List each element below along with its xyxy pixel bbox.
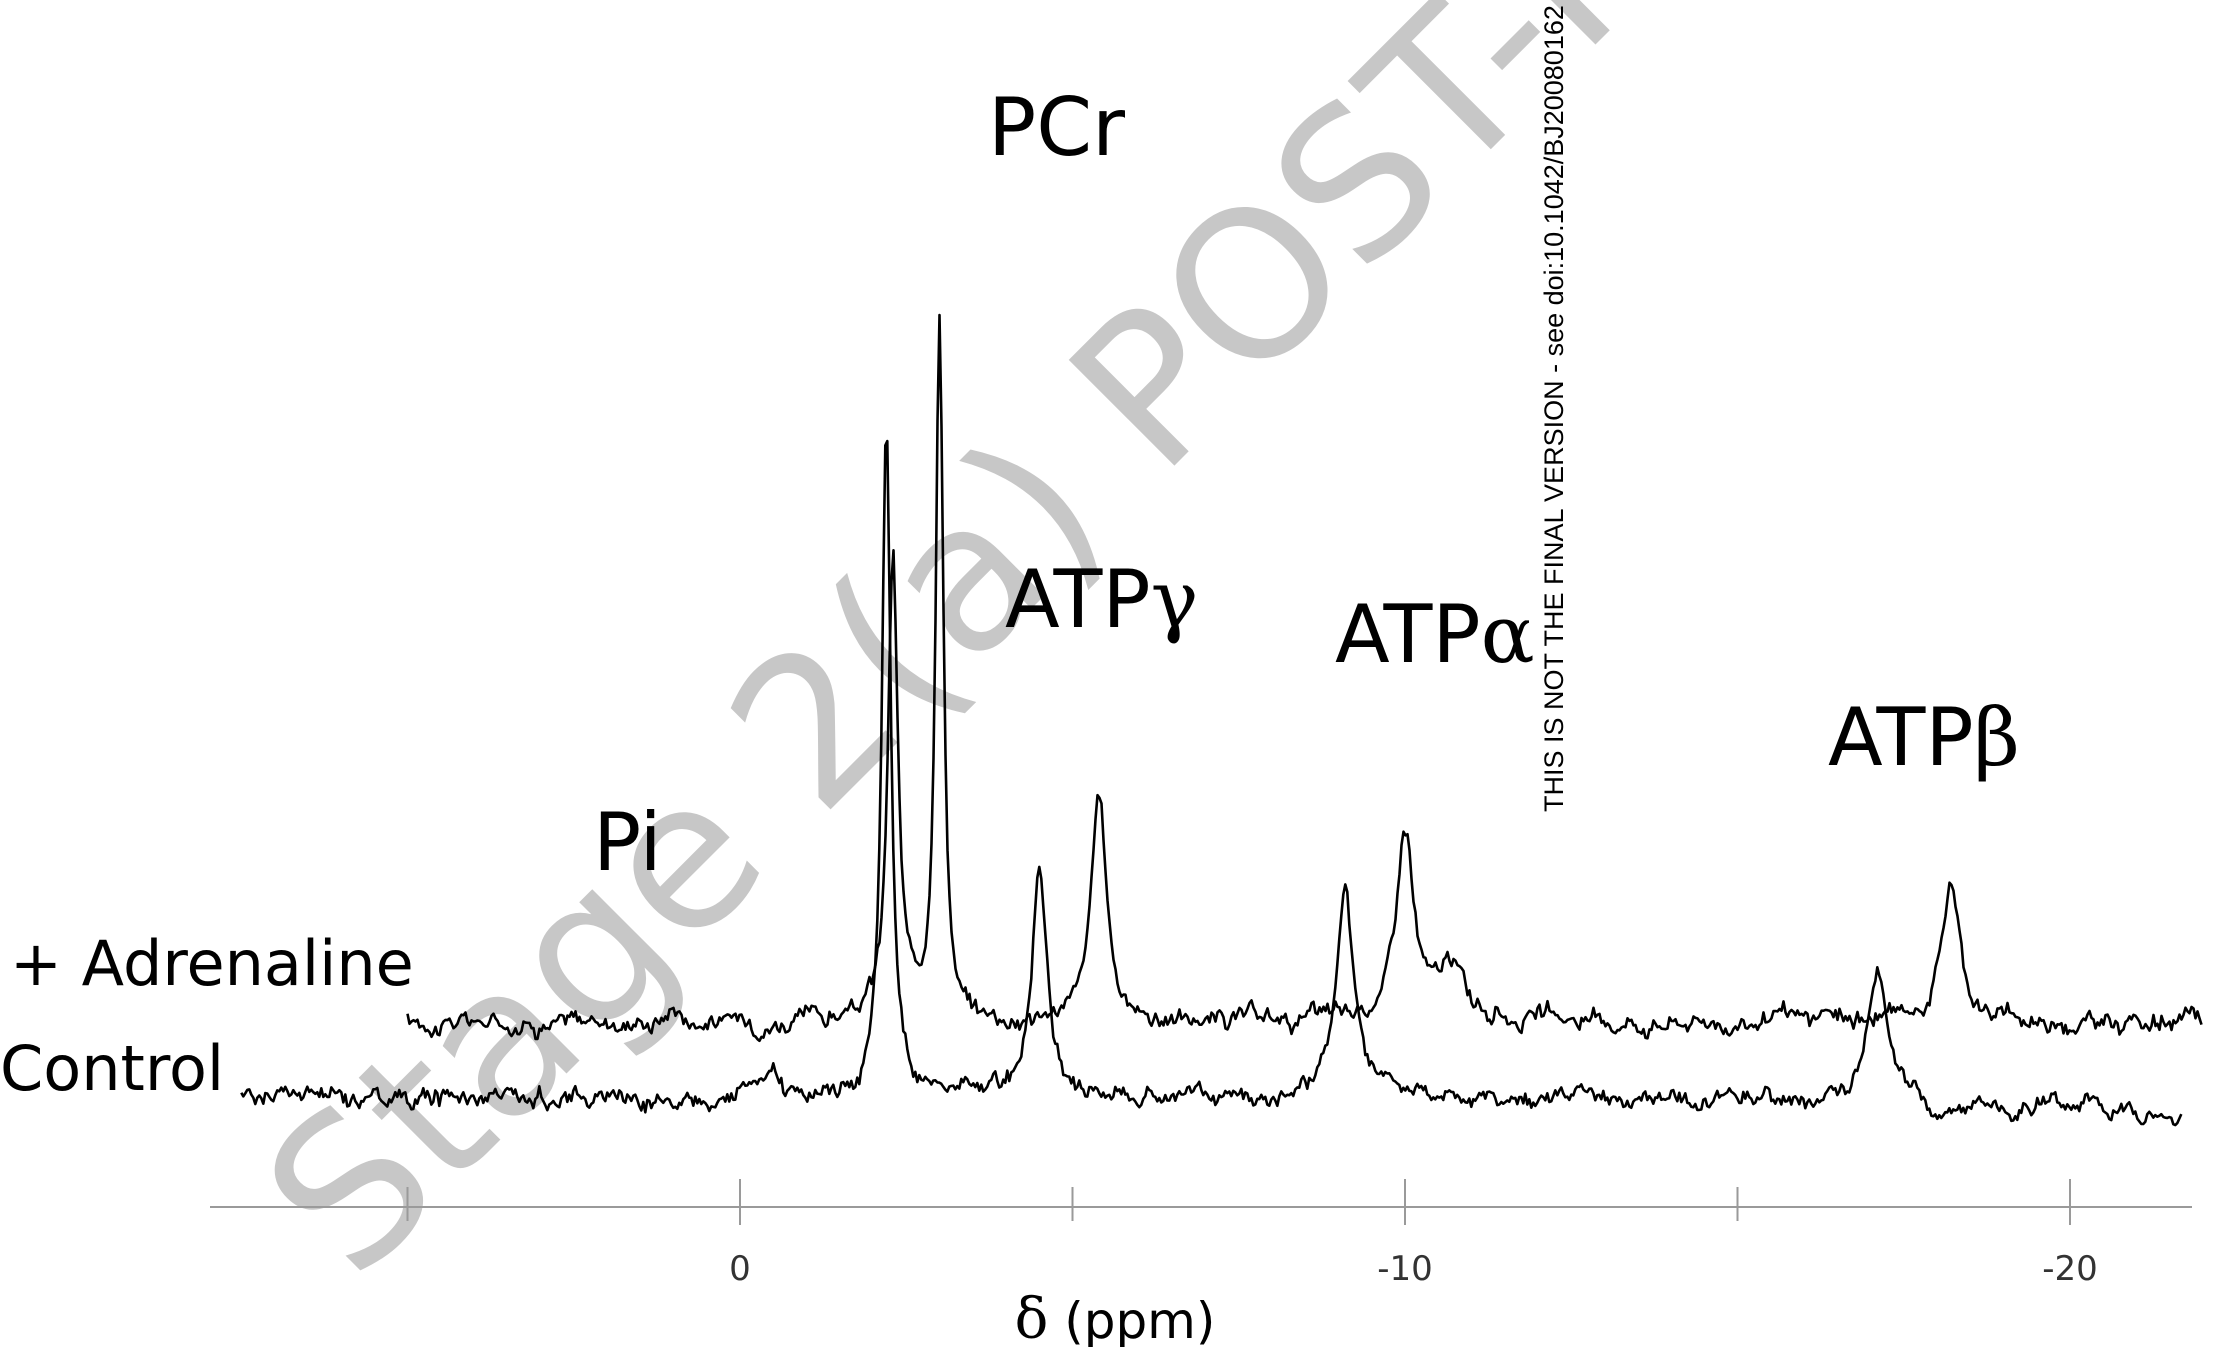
spectrum-series-adrenaline <box>406 313 2203 1043</box>
peak-label-atp-beta-greek: β <box>1974 691 2020 784</box>
peak-label-pi-text: Pi <box>593 796 662 889</box>
peak-label-atp-beta: ATPβ <box>1828 691 2020 784</box>
peak-label-atp-gamma-text: ATP <box>1005 553 1151 646</box>
series-label-control: Control <box>0 1032 224 1105</box>
x-tick-label: 0 <box>729 1249 751 1289</box>
doi-note: THIS IS NOT THE FINAL VERSION - see doi:… <box>1539 5 1569 812</box>
peak-label-atp-alpha: ATPα <box>1335 588 1535 681</box>
spectrum-traces <box>240 313 2203 1127</box>
x-axis-label: δ (ppm) <box>1015 1287 1216 1347</box>
x-tick-label: -10 <box>1377 1249 1433 1289</box>
spectrum-series-control <box>240 439 2183 1127</box>
peak-label-atp-gamma-greek: γ <box>1151 553 1199 646</box>
peak-label-atp-beta-text: ATP <box>1828 691 1974 784</box>
peak-label-pcr: PCr <box>988 81 1125 174</box>
x-axis-symbol: δ <box>1015 1287 1049 1347</box>
x-tick-label: -20 <box>2042 1249 2098 1289</box>
series-label-adrenaline: + Adrenaline <box>10 927 414 1000</box>
peak-label-atp-alpha-greek: α <box>1481 588 1535 681</box>
peak-label-atp-gamma: ATPγ <box>1005 553 1198 646</box>
peak-label-atp-alpha-text: ATP <box>1335 588 1481 681</box>
x-axis: 0 -10 -20 δ (ppm) <box>210 1179 2192 1347</box>
x-axis-ticks: 0 -10 -20 <box>406 1179 2098 1289</box>
peak-label-pcr-text: PCr <box>988 81 1125 174</box>
watermark: Stage 2(a) POST-PRINT <box>221 0 2044 1320</box>
x-axis-space <box>1048 1292 1064 1347</box>
x-axis-unit: (ppm) <box>1064 1292 1215 1347</box>
peak-label-pi: Pi <box>593 796 662 889</box>
